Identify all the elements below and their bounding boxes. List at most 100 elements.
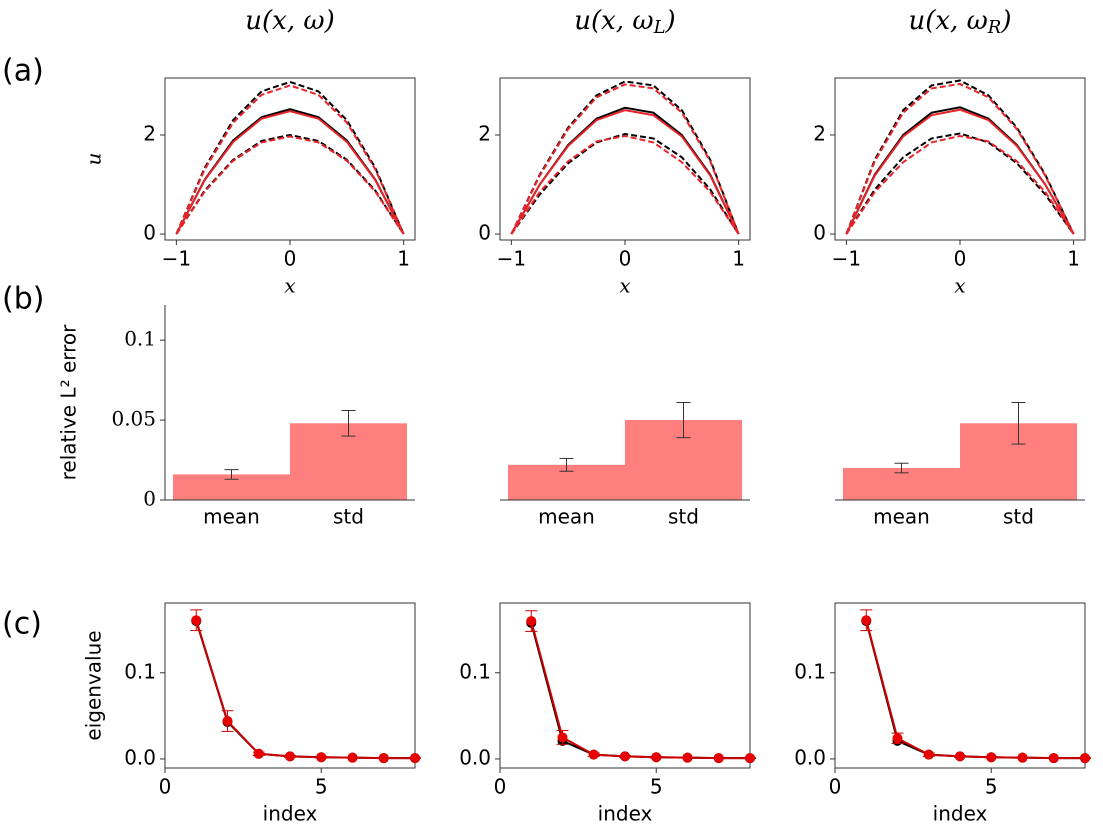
series-line bbox=[845, 79, 1075, 235]
y-tick-label: 0 bbox=[813, 221, 826, 245]
y-tick-label: 0.0 bbox=[124, 745, 156, 769]
panel-label: (b) bbox=[2, 282, 44, 317]
series-line bbox=[845, 106, 1075, 235]
x-axis-label: x bbox=[619, 274, 630, 298]
x-tick-label: 0 bbox=[954, 247, 967, 271]
plot-frame bbox=[834, 602, 1086, 769]
plot-frame bbox=[499, 602, 751, 769]
y-tick-label: 2 bbox=[143, 121, 156, 145]
chart-title: u(x, ω) bbox=[245, 6, 334, 36]
x-tick-label: 5 bbox=[650, 775, 663, 799]
x-axis-label: index bbox=[598, 802, 653, 826]
series-line bbox=[510, 80, 740, 235]
y-tick-label: 0 bbox=[143, 487, 156, 511]
title-text: u(x, ω) bbox=[245, 6, 334, 36]
y-tick-label: 0.05 bbox=[111, 407, 156, 431]
y-tick-label: 0 bbox=[478, 221, 491, 245]
series-line bbox=[175, 133, 405, 235]
marker bbox=[526, 616, 537, 627]
series-line bbox=[175, 110, 405, 235]
marker bbox=[557, 732, 568, 743]
y-tick-label: 0.0 bbox=[459, 745, 491, 769]
panel-label: (c) bbox=[2, 607, 42, 642]
title-subscript: L bbox=[653, 17, 666, 38]
y-axis-label: relative L² error bbox=[57, 324, 81, 481]
series-line bbox=[510, 106, 740, 235]
title-text: ) bbox=[1000, 6, 1011, 36]
marker bbox=[222, 716, 233, 727]
y-axis-label: u bbox=[82, 153, 106, 166]
x-axis-label: index bbox=[263, 802, 318, 826]
plot-frame bbox=[164, 77, 416, 241]
marker bbox=[316, 752, 327, 763]
marker bbox=[892, 733, 903, 744]
marker bbox=[620, 751, 630, 762]
x-tick-label: 1 bbox=[397, 247, 410, 271]
title-text: ) bbox=[665, 6, 676, 36]
marker bbox=[1048, 753, 1059, 764]
x-axis-label: x bbox=[954, 274, 965, 298]
x-tick-label: −1 bbox=[832, 247, 861, 271]
marker bbox=[651, 752, 662, 763]
marker bbox=[347, 752, 358, 763]
title-subscript: R bbox=[987, 17, 1002, 38]
x-tick-label: 5 bbox=[985, 775, 998, 799]
series-line bbox=[845, 82, 1075, 235]
x-tick-label: −1 bbox=[497, 247, 526, 271]
series-line bbox=[510, 132, 740, 235]
x-tick-label: 0 bbox=[494, 775, 507, 799]
x-tick-label: 0 bbox=[619, 247, 632, 271]
x-tick-label: 0 bbox=[159, 775, 172, 799]
chart-title: u(x, ωR) bbox=[908, 6, 1011, 38]
marker bbox=[955, 751, 965, 762]
y-tick-label: 0 bbox=[143, 221, 156, 245]
marker bbox=[861, 615, 872, 626]
x-tick-label: mean bbox=[873, 505, 930, 529]
plot-frame bbox=[164, 602, 416, 769]
marker bbox=[1080, 753, 1090, 764]
y-tick-label: 0.1 bbox=[124, 327, 156, 351]
x-axis-label: index bbox=[933, 802, 988, 826]
marker bbox=[588, 749, 599, 760]
y-tick-label: 2 bbox=[478, 121, 491, 145]
bar bbox=[843, 468, 960, 500]
x-tick-label: 0 bbox=[284, 247, 297, 271]
series-line bbox=[195, 619, 415, 760]
y-tick-label: 0.1 bbox=[794, 659, 826, 683]
marker bbox=[745, 753, 755, 764]
marker bbox=[410, 753, 420, 764]
series-line bbox=[195, 620, 415, 760]
marker bbox=[253, 748, 264, 759]
x-tick-label: 1 bbox=[732, 247, 745, 271]
x-tick-label: 1 bbox=[1067, 247, 1080, 271]
marker bbox=[1017, 752, 1028, 763]
series-line bbox=[175, 84, 405, 235]
marker bbox=[986, 752, 997, 763]
x-tick-label: std bbox=[1003, 505, 1034, 529]
y-tick-label: 0.1 bbox=[459, 659, 491, 683]
y-tick-label: 0.1 bbox=[124, 659, 156, 683]
chart-title: u(x, ωL) bbox=[574, 6, 675, 38]
series-line bbox=[845, 108, 1075, 235]
panel-label: (a) bbox=[2, 54, 44, 89]
marker bbox=[713, 753, 724, 764]
x-tick-label: 0 bbox=[829, 775, 842, 799]
y-tick-label: 0.0 bbox=[794, 745, 826, 769]
marker bbox=[923, 749, 934, 760]
x-tick-label: std bbox=[333, 505, 364, 529]
series-line bbox=[510, 109, 740, 235]
plot-frame bbox=[834, 77, 1086, 241]
series-line bbox=[175, 135, 405, 235]
title-text: u(x, ω bbox=[574, 6, 653, 36]
marker bbox=[191, 615, 202, 626]
series-line bbox=[845, 132, 1075, 235]
y-axis-label: eigenvalue bbox=[82, 630, 106, 740]
x-axis-label: x bbox=[284, 274, 295, 298]
plot-frame bbox=[499, 77, 751, 241]
x-tick-label: 5 bbox=[315, 775, 328, 799]
series-line bbox=[510, 134, 740, 235]
marker bbox=[378, 753, 389, 764]
series-line bbox=[845, 134, 1075, 235]
x-tick-label: std bbox=[668, 505, 699, 529]
